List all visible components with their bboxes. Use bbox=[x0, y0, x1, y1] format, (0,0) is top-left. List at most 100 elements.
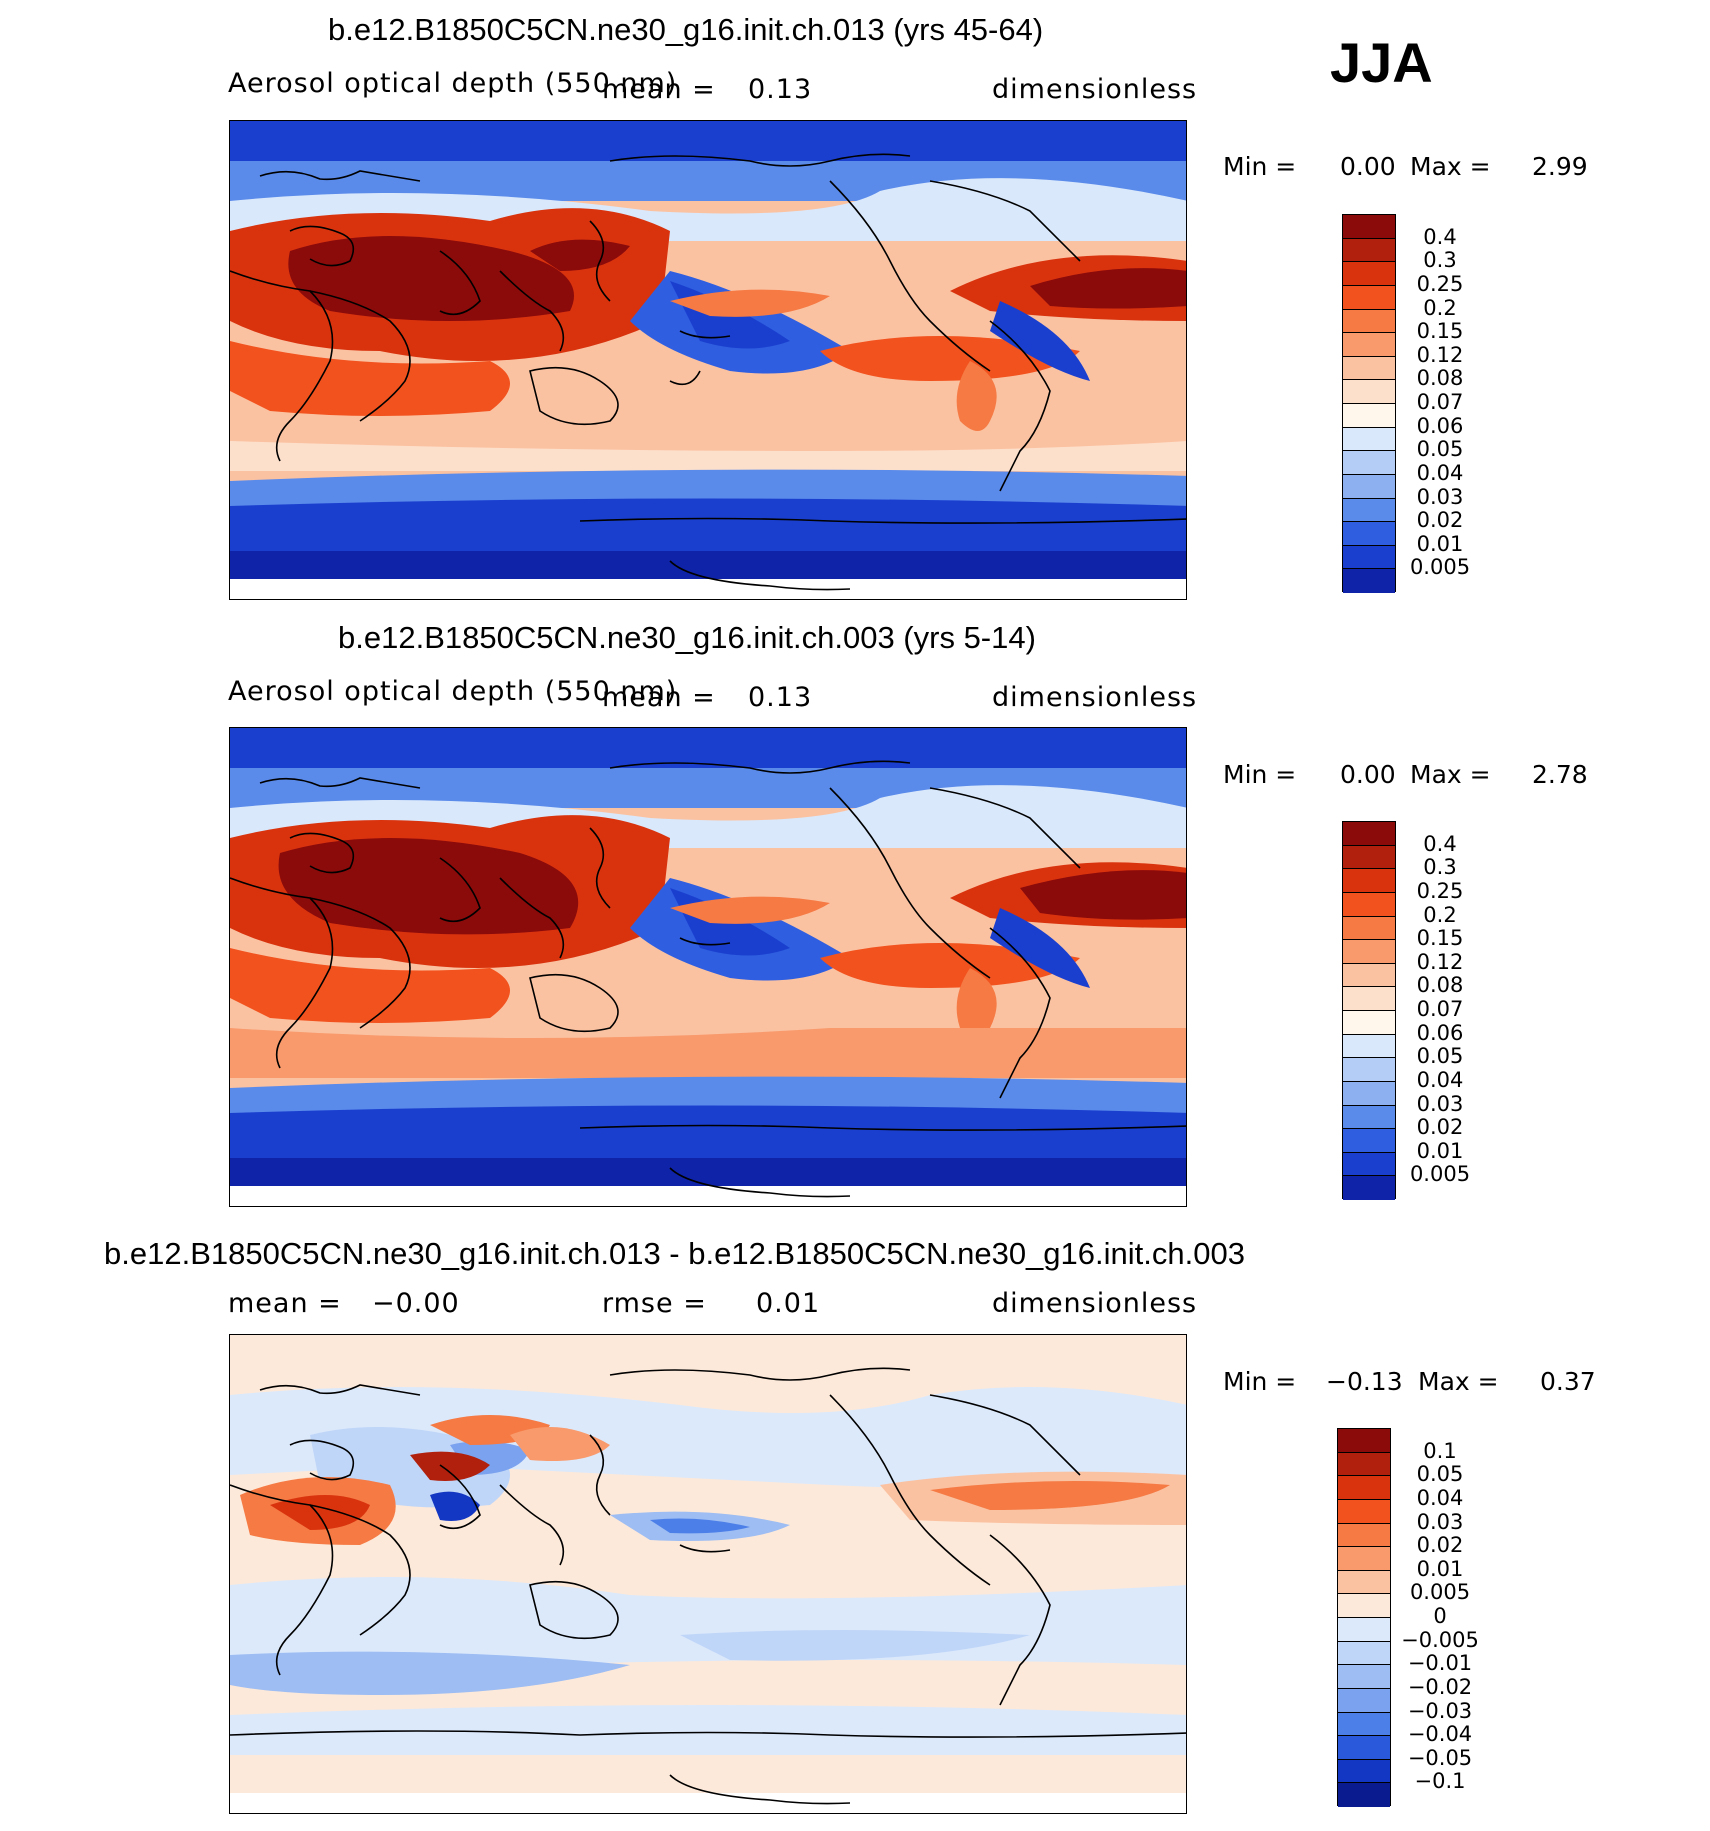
colorbar-tick-label: −0.05 bbox=[1407, 1745, 1473, 1770]
colorbar-segment bbox=[1338, 1665, 1390, 1689]
colorbar-tick-label: 0.04 bbox=[1416, 460, 1464, 485]
colorbar-segment bbox=[1338, 1429, 1390, 1453]
colorbar-segment bbox=[1343, 1105, 1395, 1130]
panel3-units: dimensionless bbox=[992, 1288, 1198, 1319]
colorbar-segment bbox=[1338, 1688, 1390, 1713]
colorbar-segment bbox=[1343, 522, 1395, 546]
panel3-max-value: 0.37 bbox=[1540, 1367, 1596, 1396]
panel1-max-value: 2.99 bbox=[1532, 152, 1588, 181]
colorbar-tick-label: 0.03 bbox=[1416, 1509, 1464, 1534]
panel3-mean-value: −0.00 bbox=[372, 1288, 460, 1319]
colorbar-tick-label: 0.25 bbox=[1416, 271, 1464, 296]
panel1-max-label: Max = bbox=[1410, 152, 1491, 181]
panel3-mean-label: mean = bbox=[228, 1288, 342, 1319]
panel2-variable-label: Aerosol optical depth (550 nm) bbox=[228, 676, 678, 707]
colorbar-tick-label: 0.06 bbox=[1416, 413, 1464, 438]
colorbar-tick-label: 0.07 bbox=[1416, 997, 1464, 1021]
colorbar-segment bbox=[1343, 309, 1395, 334]
colorbar-tick-label: 0.02 bbox=[1416, 508, 1464, 533]
panel1-mean-label: mean = bbox=[602, 74, 716, 105]
colorbar-segment bbox=[1343, 404, 1395, 428]
colorbar-tick-label: 0.01 bbox=[1416, 531, 1464, 556]
panel2-min-value: 0.00 bbox=[1340, 760, 1396, 789]
panel2-mean-value: 0.13 bbox=[748, 682, 813, 713]
colorbar-segment bbox=[1343, 474, 1395, 499]
colorbar-segment bbox=[1343, 1034, 1395, 1059]
colorbar-tick-label: 0.02 bbox=[1416, 1115, 1464, 1140]
colorbar-tick-label: 0.005 bbox=[1409, 1162, 1471, 1187]
panel3-title: b.e12.B1850C5CN.ne30_g16.init.ch.013 - b… bbox=[104, 1236, 1245, 1271]
colorbar-segment bbox=[1343, 285, 1395, 310]
colorbar-tick-label: −0.04 bbox=[1407, 1722, 1473, 1747]
panel3-map bbox=[229, 1334, 1187, 1814]
panel3-rmse-value: 0.01 bbox=[756, 1288, 821, 1319]
colorbar-segment bbox=[1343, 822, 1395, 846]
colorbar-segment bbox=[1343, 1152, 1395, 1177]
panel2-title: b.e12.B1850C5CN.ne30_g16.init.ch.003 (yr… bbox=[338, 620, 1036, 655]
colorbar-segment bbox=[1343, 427, 1395, 452]
colorbar-tick-label: 0.1 bbox=[1423, 1438, 1457, 1463]
panel3-min-label: Min = bbox=[1223, 1367, 1297, 1396]
colorbar-tick-label: 0.2 bbox=[1423, 295, 1457, 320]
colorbar-segment bbox=[1343, 238, 1395, 263]
colorbar-segment bbox=[1343, 356, 1395, 381]
colorbar-segment bbox=[1338, 1547, 1390, 1571]
colorbar-segment bbox=[1338, 1783, 1390, 1807]
colorbar-tick-label: 0.01 bbox=[1416, 1138, 1464, 1163]
panel2-map bbox=[229, 727, 1187, 1207]
colorbar-segment bbox=[1338, 1476, 1390, 1500]
colorbar-tick-label: 0.15 bbox=[1416, 926, 1464, 951]
panel1-mean-value: 0.13 bbox=[748, 74, 813, 105]
colorbar-segment bbox=[1338, 1736, 1390, 1760]
colorbar-segment bbox=[1343, 1081, 1395, 1106]
colorbar-tick-label: 0.05 bbox=[1416, 437, 1464, 462]
colorbar-tick-label: 0.2 bbox=[1423, 902, 1457, 927]
panel1-min-label: Min = bbox=[1223, 152, 1297, 181]
panel2-units: dimensionless bbox=[992, 682, 1198, 713]
colorbar-tick-label: 0.08 bbox=[1416, 973, 1464, 998]
colorbar-segment bbox=[1343, 380, 1395, 404]
colorbar-segment bbox=[1343, 498, 1395, 523]
colorbar-segment bbox=[1338, 1594, 1390, 1618]
colorbar-segment bbox=[1338, 1452, 1390, 1477]
season-label: JJA bbox=[1330, 31, 1433, 94]
panel3-colorbar bbox=[1337, 1428, 1391, 1807]
colorbar-segment bbox=[1343, 333, 1395, 357]
colorbar-tick-label: 0.05 bbox=[1416, 1044, 1464, 1069]
colorbar-tick-label: 0 bbox=[1433, 1604, 1447, 1628]
colorbar-tick-label: 0.005 bbox=[1409, 555, 1471, 580]
colorbar-tick-label: 0.07 bbox=[1416, 390, 1464, 414]
colorbar-segment bbox=[1343, 1011, 1395, 1035]
panel3-max-label: Max = bbox=[1418, 1367, 1499, 1396]
panel2-colorbar bbox=[1342, 821, 1396, 1200]
colorbar-tick-label: −0.03 bbox=[1407, 1698, 1473, 1723]
colorbar-segment bbox=[1338, 1499, 1390, 1524]
colorbar-segment bbox=[1343, 869, 1395, 893]
colorbar-segment bbox=[1343, 215, 1395, 239]
colorbar-segment bbox=[1338, 1712, 1390, 1737]
colorbar-tick-label: 0.15 bbox=[1416, 319, 1464, 344]
colorbar-tick-label: 0.4 bbox=[1423, 224, 1457, 249]
colorbar-tick-label: 0.3 bbox=[1423, 855, 1457, 880]
panel2-min-label: Min = bbox=[1223, 760, 1297, 789]
colorbar-tick-label: 0.12 bbox=[1416, 342, 1464, 367]
panel1-title: b.e12.B1850C5CN.ne30_g16.init.ch.013 (yr… bbox=[328, 12, 1044, 47]
colorbar-segment bbox=[1338, 1523, 1390, 1548]
colorbar-segment bbox=[1338, 1759, 1390, 1784]
colorbar-segment bbox=[1343, 545, 1395, 570]
colorbar-segment bbox=[1343, 845, 1395, 870]
colorbar-segment bbox=[1343, 987, 1395, 1011]
colorbar-segment bbox=[1343, 1129, 1395, 1153]
colorbar-segment bbox=[1343, 940, 1395, 964]
colorbar-tick-label: 0.03 bbox=[1416, 1091, 1464, 1116]
colorbar-tick-label: 0.05 bbox=[1416, 1462, 1464, 1487]
colorbar-tick-label: 0.04 bbox=[1416, 1067, 1464, 1092]
panel2-mean-label: mean = bbox=[602, 682, 716, 713]
panel3-rmse-label: rmse = bbox=[602, 1288, 707, 1319]
colorbar-segment bbox=[1343, 262, 1395, 286]
colorbar-segment bbox=[1338, 1570, 1390, 1595]
colorbar-tick-label: 0.04 bbox=[1416, 1485, 1464, 1510]
colorbar-tick-label: −0.1 bbox=[1414, 1769, 1466, 1794]
panel2-max-label: Max = bbox=[1410, 760, 1491, 789]
colorbar-segment bbox=[1343, 1058, 1395, 1082]
